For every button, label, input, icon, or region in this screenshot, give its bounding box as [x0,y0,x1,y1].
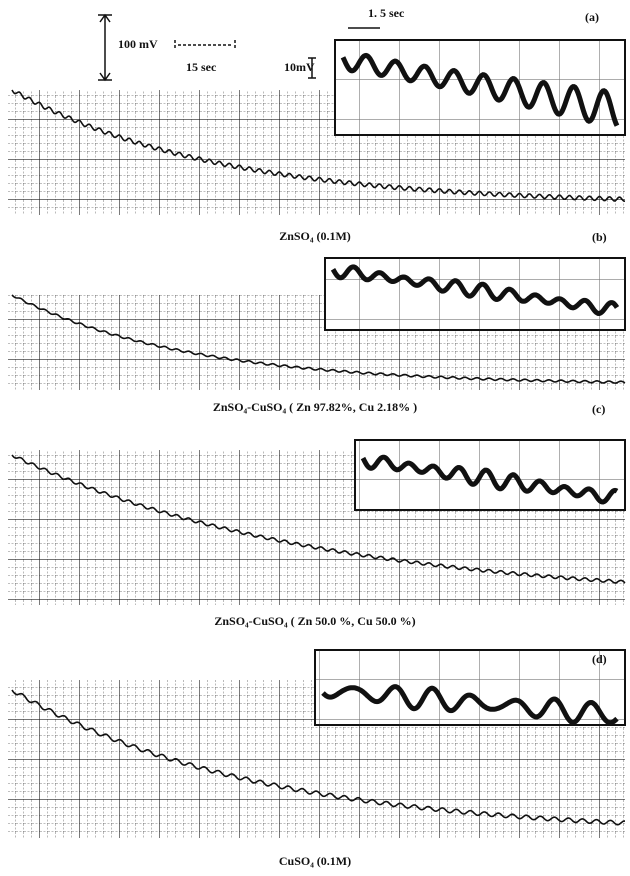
panel-label: (b) [592,230,607,244]
trace [11,689,625,826]
inset-trace [321,684,619,726]
inset-grid [315,650,625,725]
panel-label: (d) [592,652,607,666]
caption: ZnSO₄-CuSO₄ ( Zn 50.0 %, Cu 50.0 %) [214,614,415,628]
caption: ZnSO₄-CuSO₄ ( Zn 97.82%, Cu 2.18% ) [213,400,417,414]
caption: CuSO₄ (0.1M) [279,854,351,868]
inset-grid [335,40,625,135]
caption: ZnSO₄ (0.1M) [279,229,351,243]
inset-trace [340,52,620,127]
trace [11,294,626,384]
time-scale: 15 sec [186,60,217,74]
voltage-scale: 100 mV [118,37,158,51]
trace [11,89,626,202]
trace [11,454,626,584]
inset-time-scale: 1. 5 sec [368,6,405,20]
inset-voltage-scale: 10mV [284,60,315,74]
scale-bars [98,13,380,82]
inset-trace [360,454,619,505]
panel-label: (a) [585,10,599,24]
panel-label: (c) [592,402,605,416]
inset-trace [330,264,620,317]
